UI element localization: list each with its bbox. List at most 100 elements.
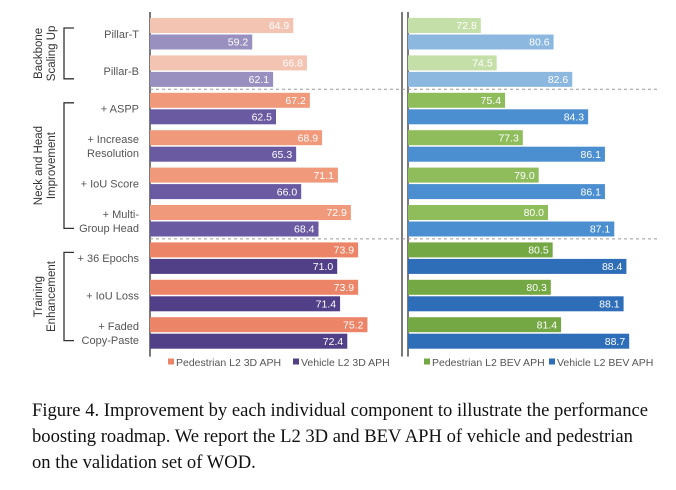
bar-panel2-series1-row7 <box>408 242 553 258</box>
bar-panel1-series1-row9 <box>150 317 368 333</box>
data-label-panel1-series2-row1: 59.2 <box>228 37 249 49</box>
data-label-panel1-series1-row3: 67.2 <box>285 95 306 107</box>
bar-panel1-series2-row6 <box>150 221 319 237</box>
group-label-3-line-2: Enhancement <box>46 260 58 332</box>
data-label-panel2-series2-row1: 80.6 <box>529 37 550 49</box>
data-label-panel2-series1-row5: 79.0 <box>514 170 535 182</box>
bar-panel2-series1-row6 <box>408 205 548 220</box>
group-bracket-1 <box>63 27 74 80</box>
bar-panel2-series2-row1 <box>408 34 554 50</box>
legend-label-4: Vehicle L2 BEV APH <box>557 357 653 369</box>
bar-panel2-series1-row1 <box>408 18 481 33</box>
data-label-panel2-series2-row4: 86.1 <box>580 149 601 161</box>
bar-panel1-series2-row4 <box>150 146 297 162</box>
legend-label-1: Pedestrian L2 3D APH <box>176 357 281 369</box>
row-label-8-line-1: + IoU Loss <box>86 291 139 303</box>
bar-panel1-series1-row1 <box>150 18 294 33</box>
bar-panel1-series1-row2 <box>150 55 307 71</box>
data-label-panel2-series2-row9: 88.7 <box>605 336 626 348</box>
data-label-panel1-series2-row6: 68.4 <box>294 224 315 236</box>
data-label-panel1-series2-row9: 72.4 <box>323 336 344 348</box>
data-label-panel2-series1-row9: 81.4 <box>537 319 558 331</box>
legend-swatch-3 <box>424 358 430 365</box>
data-label-panel1-series2-row7: 71.0 <box>313 261 334 273</box>
data-label-panel2-series1-row8: 80.3 <box>526 282 547 294</box>
legend-swatch-1 <box>168 358 174 365</box>
data-label-panel2-series2-row7: 88.4 <box>602 261 623 273</box>
data-label-panel2-series2-row8: 88.1 <box>599 299 620 311</box>
bar-panel2-series2-row3 <box>408 109 589 125</box>
legend-swatch-4 <box>549 358 555 365</box>
bar-panel1-series1-row3 <box>150 92 310 108</box>
data-label-panel1-series1-row5: 71.1 <box>313 170 334 182</box>
bar-panel2-series1-row5 <box>408 167 539 183</box>
data-label-panel1-series2-row4: 65.3 <box>272 149 293 161</box>
bar-panel2-series2-row5 <box>408 184 605 200</box>
bar-panel1-series1-row8 <box>150 279 359 295</box>
row-label-6-line-1: + Multi- <box>103 209 140 221</box>
data-label-panel2-series2-row5: 86.1 <box>580 186 601 198</box>
legend-swatch-2 <box>293 358 299 365</box>
bar-panel1-series2-row8 <box>150 296 341 312</box>
data-label-panel2-series2-row6: 87.1 <box>590 224 611 236</box>
bar-panel2-series2-row8 <box>408 296 624 312</box>
bar-panel1-series2-row7 <box>150 258 338 274</box>
data-label-panel1-series2-row3: 62.5 <box>252 112 273 124</box>
bar-panel2-series1-row8 <box>408 279 551 295</box>
data-label-panel1-series1-row2: 66.8 <box>283 58 304 70</box>
bar-panel1-series1-row7 <box>150 242 359 258</box>
bar-panel2-series2-row6 <box>408 221 615 237</box>
data-label-panel2-series1-row1: 72.8 <box>456 20 477 32</box>
bar-panel2-series1-row2 <box>408 55 497 71</box>
data-label-panel1-series1-row9: 75.2 <box>343 319 364 331</box>
row-label-5-line-1: + IoU Score <box>81 178 139 190</box>
bar-panel2-series1-row4 <box>408 130 523 146</box>
row-label-7-line-1: + 36 Epochs <box>78 253 140 265</box>
bar-panel2-series2-row4 <box>408 146 605 162</box>
bar-panel2-series2-row2 <box>408 71 573 87</box>
figure-caption: Figure 4. Improvement by each individual… <box>32 400 648 473</box>
group-label-2-line-2: Improvement <box>46 131 58 199</box>
data-label-panel1-series1-row7: 73.9 <box>334 245 355 257</box>
bar-panel2-series2-row9 <box>408 333 630 349</box>
bar-panel1-series1-row6 <box>150 205 351 220</box>
bar-panel1-series1-row5 <box>150 167 338 183</box>
bar-panel2-series2-row7 <box>408 258 627 274</box>
data-label-panel2-series1-row4: 77.3 <box>498 132 519 144</box>
data-label-panel1-series2-row5: 66.0 <box>277 186 298 198</box>
group-label-3-line-1: Training <box>33 276 45 317</box>
bar-panel1-series1-row4 <box>150 130 323 146</box>
group-label-1-line-1: Backbone <box>33 28 45 79</box>
bar-panel2-series1-row3 <box>408 92 506 108</box>
legend-label-2: Vehicle L2 3D APH <box>301 357 390 369</box>
group-bracket-3 <box>63 251 74 342</box>
data-label-panel2-series1-row3: 75.4 <box>481 95 502 107</box>
legend-label-3: Pedestrian L2 BEV APH <box>432 357 545 369</box>
bar-panel2-series1-row9 <box>408 317 562 333</box>
bar-panel1-series2-row1 <box>150 34 253 50</box>
row-label-6-line-2: Group Head <box>79 223 139 235</box>
row-label-4-line-2: Resolution <box>87 148 139 160</box>
data-label-panel2-series2-row2: 82.6 <box>548 74 569 86</box>
data-label-panel1-series1-row8: 73.9 <box>334 282 355 294</box>
data-label-panel1-series2-row8: 71.4 <box>316 299 337 311</box>
data-label-panel2-series1-row2: 74.5 <box>472 58 493 70</box>
data-label-panel1-series1-row1: 64.9 <box>269 20 290 32</box>
bar-panel1-series2-row2 <box>150 71 274 87</box>
group-bracket-2 <box>63 102 74 230</box>
data-label-panel2-series1-row6: 80.0 <box>524 207 545 219</box>
row-label-9-line-1: + Faded <box>98 321 139 333</box>
bar-panel1-series2-row5 <box>150 184 302 200</box>
data-label-panel1-series1-row4: 68.9 <box>298 132 319 144</box>
row-label-2-line-1: Pillar-B <box>104 66 139 78</box>
row-label-3-line-1: + ASPP <box>101 104 139 116</box>
data-label-panel2-series1-row7: 80.5 <box>528 245 549 257</box>
data-label-panel2-series2-row3: 84.3 <box>564 112 585 124</box>
row-label-1-line-1: Pillar-T <box>104 29 139 41</box>
roadmap-bar-chart: 64.9 66.8 67.2 68.9 71.1 72.9 73.9 73.9 75.2 59.2… <box>33 12 660 369</box>
row-label-4-line-1: + Increase <box>87 134 139 146</box>
bar-panel1-series2-row9 <box>150 333 348 349</box>
row-label-9-line-2: Copy-Paste <box>82 335 139 347</box>
group-label-1-line-2: Scaling Up <box>46 26 58 82</box>
bar-panel1-series2-row3 <box>150 109 276 125</box>
